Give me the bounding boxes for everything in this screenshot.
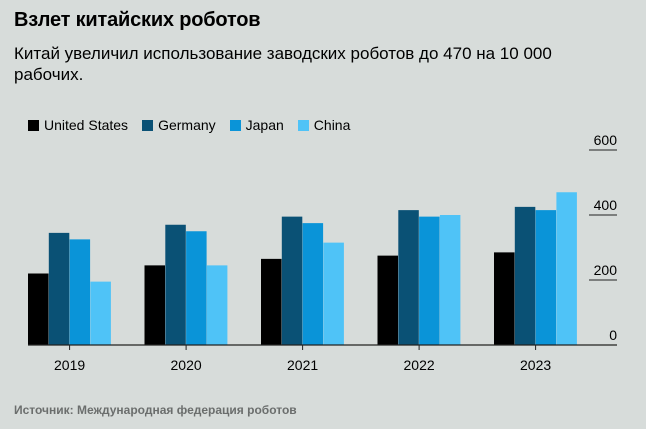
bar-china-2023 <box>556 192 577 345</box>
x-tick-label: 2020 <box>171 357 202 373</box>
legend-item-2: Japan <box>229 117 284 133</box>
y-tick-label: 0 <box>609 327 617 343</box>
bar-united-states-2020 <box>144 265 165 345</box>
bar-china-2020 <box>206 265 228 345</box>
legend-swatch <box>297 119 309 131</box>
chart-subtitle: Китай увеличил использование заводских р… <box>14 44 552 84</box>
chart-title: Взлет китайских роботов <box>14 9 261 31</box>
legend-label: United States <box>44 117 129 133</box>
bar-china-2019 <box>90 281 111 345</box>
legend-item-1: Germany <box>142 117 216 133</box>
x-tick-label: 2019 <box>54 357 85 373</box>
bar-germany-2019 <box>48 232 70 345</box>
y-tick-label: 600 <box>594 132 618 148</box>
legend-swatch <box>142 119 154 131</box>
y-tick-label: 400 <box>594 197 618 213</box>
bar-united-states-2022 <box>377 255 398 345</box>
legend-label: Japan <box>245 117 284 133</box>
bar-japan-2021 <box>302 223 324 345</box>
x-tick-label: 2022 <box>404 357 435 373</box>
bar-united-states-2019 <box>28 273 49 345</box>
source-note: Источник: Международная федерация робото… <box>14 403 297 417</box>
legend: United States Germany Japan China <box>28 117 364 133</box>
bar-china-2022 <box>439 215 461 345</box>
bar-united-states-2021 <box>261 258 282 345</box>
legend-label: China <box>313 117 351 133</box>
legend-label: Germany <box>158 117 216 133</box>
bar-japan-2019 <box>69 239 91 345</box>
bar-united-states-2023 <box>494 252 515 345</box>
legend-swatch <box>229 119 241 131</box>
x-tick-label: 2021 <box>287 357 318 373</box>
y-tick-label: 200 <box>594 262 618 278</box>
legend-item-0: United States <box>28 117 128 133</box>
bar-germany-2020 <box>165 224 186 345</box>
bar-japan-2022 <box>419 216 440 345</box>
x-tick-label: 2023 <box>520 357 551 373</box>
bar-germany-2023 <box>514 206 536 345</box>
bar-japan-2023 <box>535 210 557 345</box>
bar-germany-2021 <box>281 216 303 345</box>
legend-swatch <box>28 119 39 131</box>
bar-germany-2022 <box>398 210 419 345</box>
bar-japan-2020 <box>186 231 207 345</box>
bar-china-2021 <box>323 242 344 345</box>
legend-item-3: China <box>297 117 351 133</box>
